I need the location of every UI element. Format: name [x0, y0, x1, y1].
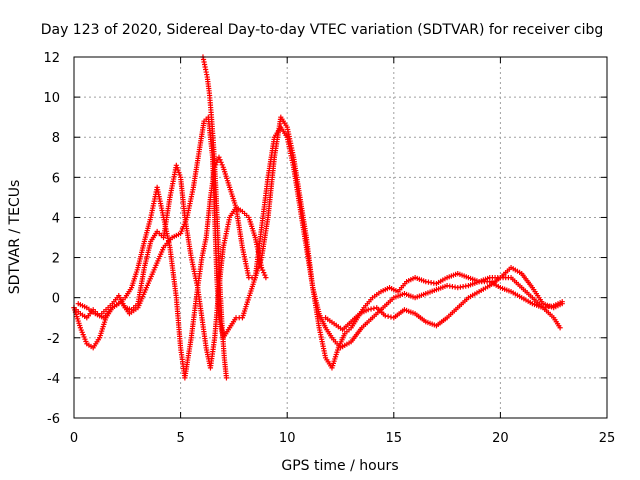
data-point-interp [368, 306, 374, 312]
data-point-interp [217, 157, 223, 163]
y-tick-label: 2 [52, 252, 60, 267]
y-axis-label: SDTVAR / TECUs [7, 180, 23, 295]
data-point-interp [177, 172, 183, 178]
data-point-interp [175, 167, 181, 173]
data-point-interp [262, 272, 268, 278]
data-marks [71, 54, 565, 381]
plot-frame [73, 56, 608, 419]
x-tick-label: 15 [386, 431, 403, 446]
series-5 [322, 264, 565, 333]
chart-title: Day 123 of 2020, Sidereal Day-to-day VTE… [41, 22, 604, 38]
data-point-interp [176, 169, 182, 176]
data-point [173, 162, 179, 168]
data-point [259, 264, 265, 271]
data-point [223, 375, 230, 381]
data-point-interp [388, 314, 394, 320]
data-point-interp [261, 269, 267, 276]
series-4 [200, 54, 230, 381]
data-point [557, 325, 563, 331]
y-tick-label: -4 [47, 372, 60, 387]
x-tick-label: 5 [176, 431, 184, 446]
data-point-interp [385, 313, 391, 319]
data-point [559, 301, 565, 307]
y-tick-label: 4 [52, 211, 60, 226]
data-point [263, 275, 269, 281]
data-point-interp [174, 165, 180, 171]
y-tick-label: -6 [47, 412, 60, 427]
y-tick-label: -2 [47, 332, 60, 347]
x-tick-label: 0 [70, 431, 78, 446]
x-tick-label: 25 [599, 431, 616, 446]
data-point-interp [371, 305, 377, 311]
x-tick-label: 20 [492, 431, 509, 446]
y-tick-label: 0 [52, 292, 60, 307]
data-point [365, 307, 371, 313]
data-point [216, 154, 222, 160]
data-point-interp [218, 159, 224, 165]
series-1 [71, 162, 269, 371]
y-tick-label: 10 [43, 91, 60, 106]
x-tick-label: 10 [279, 431, 296, 446]
data-point-interp [260, 267, 266, 273]
data-point [382, 313, 388, 319]
series-2 [71, 114, 563, 381]
y-tick-label: 6 [52, 171, 60, 186]
x-axis: 0 5 10 15 20 25 [70, 57, 615, 446]
y-tick-label: 8 [52, 131, 60, 146]
y-tick-label: 12 [43, 51, 60, 66]
data-point-interp [219, 162, 225, 168]
series-3 [75, 114, 565, 351]
y-axis: -6 -4 -2 0 2 4 6 8 10 12 [43, 51, 607, 427]
x-axis-label: GPS time / hours [281, 458, 398, 474]
